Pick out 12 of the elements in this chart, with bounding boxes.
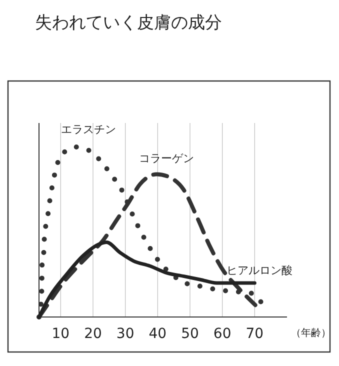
- x-tick-label: 10: [52, 326, 70, 342]
- x-tick-label: 40: [148, 326, 167, 342]
- series-label: コラーゲン: [139, 152, 194, 166]
- chart-title: 失われていく皮膚の成分: [35, 13, 222, 33]
- x-tick-label: 30: [116, 326, 134, 342]
- series-label: ヒアルロン酸: [226, 264, 293, 277]
- x-tick-label: 70: [246, 326, 264, 342]
- x-axis-title: （年齢）: [291, 327, 331, 339]
- x-tick-label: 50: [181, 326, 199, 342]
- x-tick-label: 20: [84, 326, 102, 342]
- series-label: エラスチン: [60, 123, 116, 136]
- x-tick-label: 60: [213, 326, 232, 342]
